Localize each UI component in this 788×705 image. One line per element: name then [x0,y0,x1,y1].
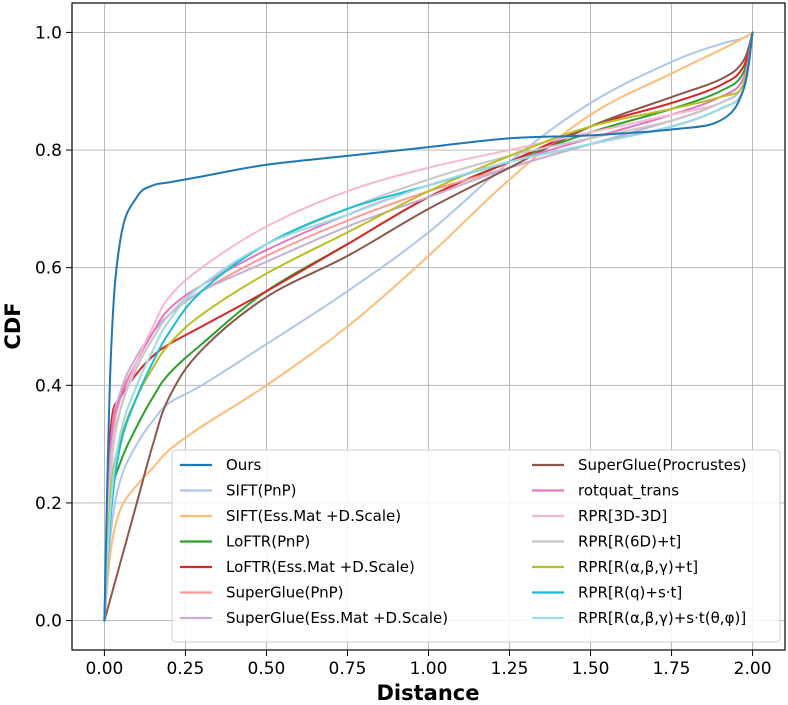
legend-label: RPR[3D-3D] [578,507,667,525]
legend-label: RPR[R(α,β,γ)+s·t(θ,φ)] [578,609,746,627]
series-lines [103,31,754,622]
legend-box [171,449,781,643]
legend-label: LoFTR(PnP) [226,533,310,551]
y-tick-label: 0.2 [35,494,62,514]
x-tick-label: 0.00 [85,659,123,679]
series-line-14 [103,31,754,622]
series-line-2 [103,31,754,622]
legend-label: Ours [226,456,261,474]
legend-label: SIFT(PnP) [226,482,297,500]
legend-label: SuperGlue(Procrustes) [578,456,747,474]
y-tick-label: 0.4 [35,376,62,396]
legend-label: RPR[R(α,β,γ)+t] [578,558,698,576]
x-tick-label: 1.25 [491,659,529,679]
series-line-8 [103,31,754,622]
series-line-1 [103,31,754,622]
y-tick-label: 0.6 [35,259,62,279]
legend-label: SuperGlue(PnP) [226,584,344,602]
y-tick-label: 0.0 [35,612,62,632]
legend-label: rotquat_trans [578,482,679,501]
legend-label: SIFT(Ess.Mat +D.Scale) [226,507,401,525]
y-tick-label: 1.0 [35,23,62,43]
y-axis-label: CDF [1,302,25,349]
x-tick-label: 0.50 [248,659,286,679]
series-line-12 [103,31,754,622]
x-tick-label: 0.75 [329,659,367,679]
axis-ticks: 0.00 0.25 0.50 0.75 1.00 1.25 1.50 1.75 2.00 0.0 0… [35,23,772,679]
x-tick-label: 0.25 [167,659,205,679]
legend-label: SuperGlue(Ess.Mat +D.Scale) [226,609,448,627]
x-tick-label: 1.75 [653,659,691,679]
series-line-3 [103,31,754,622]
legend-label: RPR[R(6D)+t] [578,533,681,551]
legend-label: RPR[R(q)+s·t] [578,584,682,602]
x-axis-label: Distance [377,681,480,705]
legend-label: LoFTR(Ess.Mat +D.Scale) [226,558,415,576]
y-tick-label: 0.8 [35,141,62,161]
x-tick-label: 2.00 [734,659,772,679]
legend: Ours SIFT(PnP) SIFT(Ess.Mat +D.Scale) LoFTR… [171,449,781,643]
x-tick-label: 1.50 [572,659,610,679]
x-tick-label: 1.00 [410,659,448,679]
